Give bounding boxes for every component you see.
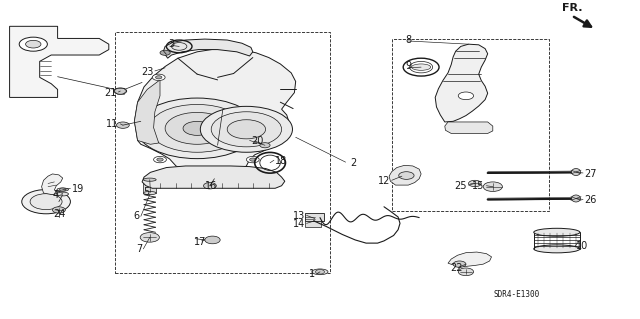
Circle shape	[26, 40, 41, 48]
Text: 4: 4	[52, 190, 58, 200]
Text: 20: 20	[251, 137, 263, 146]
Circle shape	[152, 74, 165, 80]
Circle shape	[458, 92, 474, 100]
Text: 3: 3	[168, 39, 175, 49]
Bar	[392, 39, 549, 211]
Circle shape	[60, 188, 66, 191]
Ellipse shape	[534, 228, 580, 236]
Bar	[115, 32, 330, 273]
Polygon shape	[448, 252, 492, 266]
Text: 19: 19	[72, 184, 84, 194]
Ellipse shape	[57, 192, 68, 196]
Text: 21: 21	[105, 88, 117, 98]
Ellipse shape	[143, 178, 156, 181]
Text: 12: 12	[378, 176, 390, 186]
Text: 10: 10	[576, 241, 588, 251]
Circle shape	[157, 158, 163, 161]
Polygon shape	[142, 166, 285, 188]
Polygon shape	[389, 165, 421, 185]
Circle shape	[468, 180, 481, 187]
Circle shape	[136, 98, 258, 159]
Circle shape	[149, 104, 245, 152]
Text: 7: 7	[136, 244, 142, 254]
Circle shape	[116, 122, 129, 128]
Polygon shape	[134, 80, 160, 144]
Bar	[143, 180, 156, 193]
Circle shape	[211, 112, 282, 147]
Text: FR.: FR.	[562, 3, 582, 13]
Circle shape	[246, 156, 259, 163]
Text: 14: 14	[293, 219, 305, 229]
Polygon shape	[435, 44, 488, 122]
Text: 22: 22	[451, 263, 463, 273]
Polygon shape	[134, 48, 296, 176]
Circle shape	[22, 189, 70, 214]
Text: 15: 15	[472, 181, 484, 191]
Polygon shape	[445, 122, 493, 133]
Circle shape	[453, 261, 466, 267]
Ellipse shape	[143, 191, 156, 195]
Circle shape	[114, 88, 127, 94]
Text: 11: 11	[106, 119, 118, 129]
Circle shape	[154, 156, 166, 163]
Text: SDR4-E1300: SDR4-E1300	[494, 290, 540, 299]
Circle shape	[160, 50, 170, 55]
Bar	[305, 213, 324, 221]
Text: 13: 13	[293, 211, 305, 221]
Text: 16: 16	[205, 181, 218, 191]
Circle shape	[140, 233, 159, 242]
Text: 18: 18	[275, 156, 287, 166]
Text: 9: 9	[405, 62, 412, 71]
Bar	[305, 221, 321, 226]
Text: 25: 25	[454, 181, 467, 191]
Circle shape	[250, 158, 256, 161]
Ellipse shape	[57, 188, 68, 191]
Circle shape	[204, 182, 216, 189]
Circle shape	[52, 207, 65, 213]
Circle shape	[483, 182, 502, 191]
Text: 23: 23	[141, 67, 154, 77]
Polygon shape	[42, 174, 63, 195]
Text: 6: 6	[133, 211, 140, 221]
Text: 8: 8	[405, 35, 412, 45]
Circle shape	[316, 270, 324, 274]
Ellipse shape	[572, 168, 580, 175]
Circle shape	[19, 37, 47, 51]
Circle shape	[205, 236, 220, 244]
Circle shape	[200, 106, 292, 152]
Circle shape	[399, 172, 414, 179]
Polygon shape	[10, 26, 109, 97]
Circle shape	[156, 76, 162, 79]
Ellipse shape	[534, 245, 580, 253]
Circle shape	[260, 143, 270, 148]
Circle shape	[165, 112, 229, 144]
Ellipse shape	[572, 195, 580, 202]
Text: 1: 1	[309, 269, 316, 279]
Polygon shape	[163, 39, 253, 58]
Circle shape	[227, 120, 266, 139]
Text: 5: 5	[143, 188, 149, 197]
Text: 27: 27	[584, 169, 597, 179]
Text: 17: 17	[193, 237, 206, 247]
Circle shape	[183, 121, 211, 135]
Circle shape	[30, 194, 62, 210]
Text: 26: 26	[584, 196, 596, 205]
Ellipse shape	[412, 64, 431, 70]
Text: 2: 2	[351, 158, 357, 168]
Ellipse shape	[312, 269, 328, 275]
Circle shape	[458, 268, 474, 276]
Text: 24: 24	[53, 209, 66, 219]
